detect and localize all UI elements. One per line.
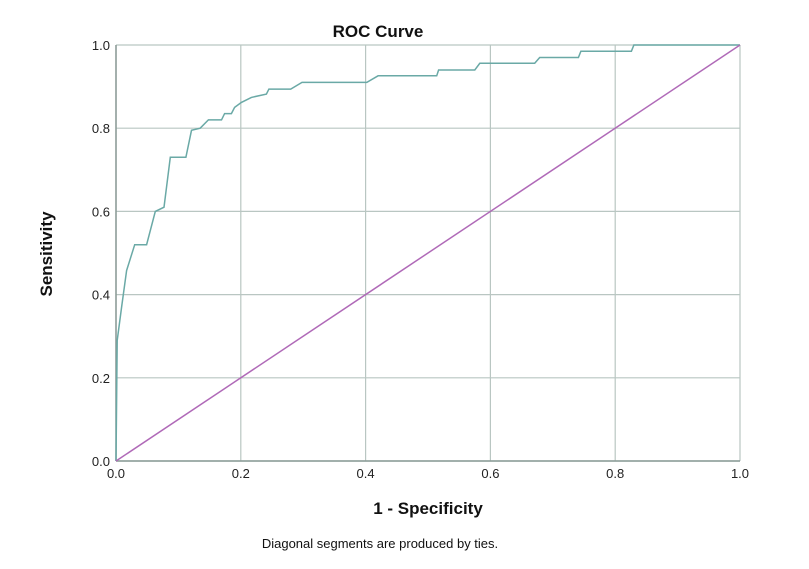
y-tick-label: 0.6 bbox=[92, 204, 110, 219]
x-tick-label: 0.2 bbox=[232, 466, 250, 481]
y-tick-label: 0.0 bbox=[92, 454, 110, 469]
chart-title: ROC Curve bbox=[333, 22, 424, 41]
y-tick-label: 0.8 bbox=[92, 121, 110, 136]
x-axis-label: 1 - Specificity bbox=[373, 499, 483, 518]
y-axis-label: Sensitivity bbox=[37, 211, 56, 297]
y-tick-label: 0.4 bbox=[92, 288, 110, 303]
y-tick-label: 1.0 bbox=[92, 38, 110, 53]
x-tick-label: 0.6 bbox=[481, 466, 499, 481]
roc-curve-line bbox=[115, 44, 740, 462]
y-tick-label: 0.2 bbox=[92, 371, 110, 386]
x-tick-label: 0.0 bbox=[107, 466, 125, 481]
series-lines bbox=[115, 44, 741, 462]
y-axis-ticks: 0.0 0.2 0.4 0.6 0.8 1.0 bbox=[92, 38, 110, 469]
x-tick-label: 0.8 bbox=[606, 466, 624, 481]
reference-diagonal-line bbox=[115, 44, 741, 462]
footnote: Diagonal segments are produced by ties. bbox=[262, 536, 498, 551]
x-tick-label: 1.0 bbox=[731, 466, 749, 481]
x-tick-label: 0.4 bbox=[357, 466, 375, 481]
x-axis-ticks: 0.0 0.2 0.4 0.6 0.8 1.0 bbox=[107, 466, 749, 481]
